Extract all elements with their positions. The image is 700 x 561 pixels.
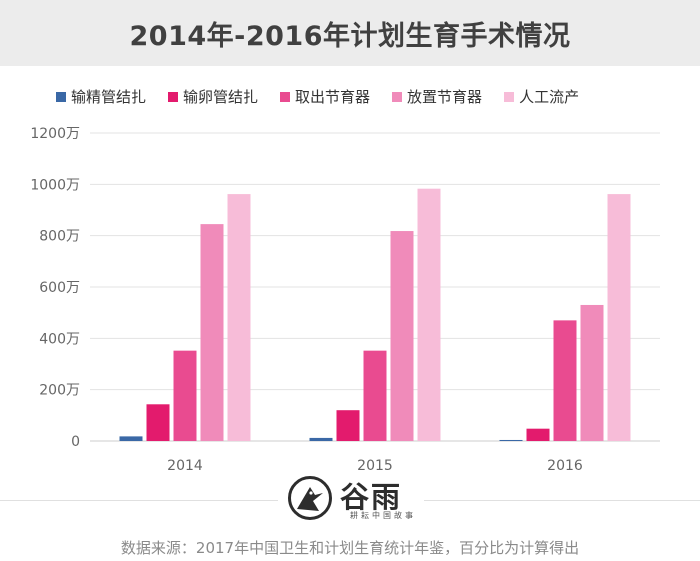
bar: [607, 194, 631, 441]
legend-swatch: [168, 91, 179, 102]
legend-label: 人工流产: [519, 88, 580, 106]
legend-item: 输卵管结扎: [168, 86, 258, 107]
legend-swatch: [504, 91, 515, 102]
bar: [119, 436, 143, 441]
legend-item: 输精管结扎: [56, 86, 146, 107]
y-tick-label: 400万: [39, 331, 80, 347]
legend-item: 人工流产: [504, 86, 579, 107]
bar-chart: 0 200万 400万 600万 800万 1000万 1200万 2014 2015 2016: [30, 126, 660, 474]
bar: [526, 428, 550, 441]
separator-left: [0, 500, 278, 501]
y-tick-label: 1200万: [30, 126, 80, 142]
bar: [173, 350, 197, 441]
bar: [200, 224, 224, 441]
x-tick-label: 2016: [547, 458, 583, 474]
legend-label: 放置节育器: [407, 88, 483, 106]
bar: [390, 231, 414, 441]
logo-tagline: 耕耘中国故事: [350, 511, 416, 520]
y-tick-label: 200万: [39, 383, 80, 399]
guyu-logo: 谷雨 耕耘中国故事: [0, 472, 700, 530]
y-tick-label: 600万: [39, 280, 80, 296]
chart-title: 2014年-2016年计划生育手术情况: [129, 20, 571, 52]
bar: [499, 439, 523, 441]
legend-item: 放置节育器: [392, 86, 482, 107]
bar: [336, 410, 360, 441]
chart-legend: 输精管结扎 输卵管结扎 取出节育器 放置节育器 人工流产: [56, 86, 601, 107]
x-tick-label: 2015: [357, 458, 393, 474]
source-note: 数据来源：2017年中国卫生和计划生育统计年鉴，百分比为计算得出: [120, 539, 580, 557]
legend-item: 取出节育器: [280, 86, 370, 107]
bar: [309, 437, 333, 441]
logo-name: 谷雨: [340, 480, 403, 514]
bar: [553, 320, 577, 441]
bar: [580, 304, 604, 441]
bar: [417, 188, 441, 441]
bar: [227, 194, 251, 441]
legend-label: 输精管结扎: [71, 88, 147, 106]
y-tick-label: 800万: [39, 229, 80, 245]
title-bar: 2014年-2016年计划生育手术情况: [0, 0, 700, 66]
x-tick-label: 2014: [167, 458, 203, 474]
legend-swatch: [392, 91, 403, 102]
swallow-logo-icon: [288, 476, 332, 520]
bar: [146, 404, 170, 441]
legend-label: 输卵管结扎: [183, 88, 259, 106]
bar: [363, 350, 387, 441]
legend-label: 取出节育器: [295, 88, 371, 106]
legend-swatch: [280, 91, 291, 102]
legend-swatch: [56, 91, 66, 102]
y-tick-label: 0: [71, 434, 80, 450]
y-tick-label: 1000万: [30, 177, 80, 193]
separator-right: [424, 500, 700, 501]
